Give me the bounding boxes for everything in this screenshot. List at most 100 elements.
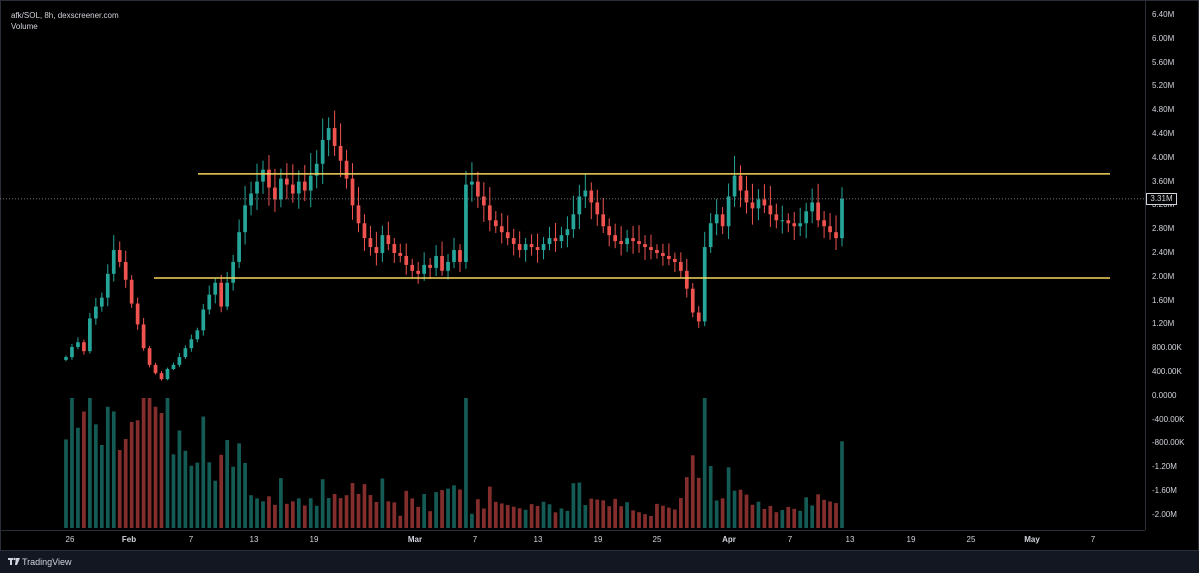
candle-body <box>792 223 797 227</box>
volume-bar <box>434 492 438 528</box>
candle-body <box>147 348 152 365</box>
candle-body <box>625 238 629 245</box>
volume-bar <box>804 497 809 528</box>
volume-bar <box>404 490 409 528</box>
candle-body <box>404 255 409 265</box>
candle-body <box>649 247 653 251</box>
volume-bar <box>368 495 373 528</box>
candle-body <box>123 261 128 280</box>
candle-body <box>577 196 582 215</box>
price-tick-label: 1.60M <box>1152 295 1175 305</box>
volume-bar <box>619 506 623 528</box>
candle-body <box>183 348 188 358</box>
time-axis[interactable]: 26 Feb 7 13 19 Mar 7 13 19 25 Apr 7 13 19 25 May 7 <box>0 530 1145 551</box>
volume-bar <box>219 454 224 528</box>
volume-bar <box>440 490 444 528</box>
volume-bar <box>177 430 182 528</box>
volume-bar <box>398 515 403 528</box>
volume-bar <box>559 508 564 528</box>
candle-body <box>613 235 618 242</box>
candle-body <box>834 232 838 239</box>
time-tick-label: 26 <box>65 535 75 544</box>
volume-bar <box>314 505 319 528</box>
volume-bar <box>529 504 534 528</box>
volume-bar <box>613 498 618 528</box>
time-tick-label: 7 <box>1090 535 1096 544</box>
candle-body <box>798 223 803 227</box>
volume-bar <box>249 495 253 528</box>
price-tick-label: 6.00M <box>1152 33 1175 43</box>
candle-body <box>720 214 725 227</box>
candle-body <box>362 223 367 239</box>
volume-bar <box>595 499 600 528</box>
volume-bar <box>428 511 432 528</box>
candle-body <box>82 342 86 352</box>
volume-bar <box>673 509 677 528</box>
volume-bar <box>601 500 606 528</box>
volume-bar <box>744 494 749 528</box>
candle-body <box>231 261 235 283</box>
price-tick-label: 800.00K <box>1152 343 1182 353</box>
candle-body <box>273 187 277 200</box>
candle-body <box>470 181 474 185</box>
volume-bar <box>631 510 635 528</box>
volume-bar <box>768 505 773 528</box>
candle-body <box>535 247 540 251</box>
candle-body <box>774 214 779 221</box>
candle-body <box>416 270 421 274</box>
candle-body <box>219 282 224 307</box>
candle-body <box>678 261 683 271</box>
volume-bar <box>410 498 415 528</box>
candle-body <box>631 238 635 242</box>
candle-body <box>285 178 289 185</box>
volume-bar <box>738 489 743 528</box>
candle-body <box>547 238 552 245</box>
candle-body <box>499 226 504 233</box>
candle-body <box>476 181 480 197</box>
volume-bar <box>189 465 194 528</box>
volume-bar <box>99 445 104 528</box>
candle-body <box>810 202 815 212</box>
time-tick-label: 19 <box>309 535 319 544</box>
volume-bar <box>392 502 397 528</box>
volume-bar <box>476 499 480 528</box>
candle-body <box>177 357 182 365</box>
price-axis[interactable]: 6.40M 6.00M 5.60M 5.20M 4.80M 4.40M 4.00M 3.60M… <box>1145 0 1199 530</box>
price-tick-label: 5.60M <box>1152 57 1175 67</box>
candle-body <box>726 196 731 227</box>
volume-bar <box>696 477 701 528</box>
candle-body <box>350 178 355 206</box>
tradingview-brand[interactable]: TradingView <box>22 557 72 567</box>
volume-bar <box>625 502 629 528</box>
volume-bar <box>541 501 546 528</box>
candle-body <box>756 199 761 209</box>
candle-body <box>481 196 486 206</box>
candle-body <box>487 205 492 221</box>
time-tick-label: 19 <box>906 535 916 544</box>
volume-bar <box>661 505 665 528</box>
candle-body <box>255 181 259 194</box>
time-tick-label: 7 <box>188 535 194 544</box>
volume-bar <box>780 510 785 528</box>
candle-body <box>279 178 283 200</box>
candle-body <box>673 258 677 262</box>
candle-body <box>237 232 241 262</box>
volume-bar <box>237 443 241 528</box>
volume-bar <box>726 467 731 528</box>
volume-bar <box>786 506 791 528</box>
volume-bar <box>386 501 391 528</box>
candle-body <box>828 226 832 233</box>
candle-body <box>619 241 623 245</box>
candle-body <box>589 190 594 203</box>
candle-body <box>392 244 397 253</box>
time-tick-label: May <box>1024 535 1040 544</box>
price-tick-label: -2.00M <box>1152 509 1177 519</box>
candle-body <box>505 232 510 239</box>
volume-bar <box>350 483 355 528</box>
candle-body <box>768 205 773 215</box>
volume-bar <box>105 406 110 528</box>
volume-bar <box>756 501 761 528</box>
volume-bar <box>834 503 838 528</box>
time-tick-label: 13 <box>533 535 543 544</box>
